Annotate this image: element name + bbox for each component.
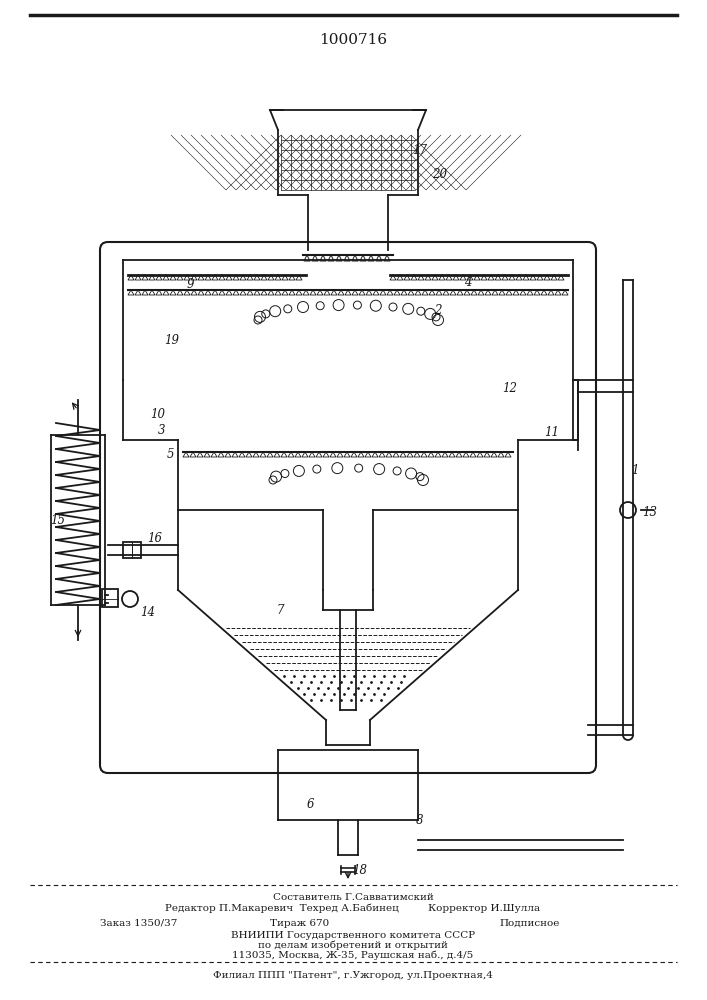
Text: 16: 16	[148, 532, 163, 544]
Text: 19: 19	[165, 334, 180, 347]
Text: Составитель Г.Савватимский: Составитель Г.Савватимский	[273, 892, 433, 902]
Text: 8: 8	[416, 814, 423, 826]
Text: ВНИИПИ Государственного комитета СССР: ВНИИПИ Государственного комитета СССР	[231, 930, 475, 940]
Text: Тираж 670: Тираж 670	[270, 918, 329, 928]
Text: 5: 5	[166, 448, 174, 462]
Text: 3: 3	[158, 424, 165, 436]
Text: по делам изобретений и открытий: по делам изобретений и открытий	[258, 940, 448, 950]
Circle shape	[620, 502, 636, 518]
Bar	[102, 589, 118, 607]
Text: 12: 12	[503, 381, 518, 394]
Text: 2: 2	[434, 304, 442, 316]
Text: 20: 20	[433, 168, 448, 182]
Text: 7: 7	[276, 603, 284, 616]
Text: 17: 17	[412, 143, 428, 156]
Text: 13: 13	[643, 506, 658, 518]
Text: Редактор П.Макаревич  Техред А.Бабинец         Корректор И.Шулла: Редактор П.Макаревич Техред А.Бабинец Ко…	[165, 903, 541, 913]
Text: 11: 11	[544, 426, 559, 438]
Text: 9: 9	[186, 278, 194, 292]
Text: 10: 10	[151, 408, 165, 422]
Text: 6: 6	[306, 798, 314, 812]
Text: 14: 14	[141, 605, 156, 618]
Text: Филиал ППП "Патент", г.Ужгород, ул.Проектная,4: Филиал ППП "Патент", г.Ужгород, ул.Проек…	[213, 970, 493, 980]
Text: 4: 4	[464, 275, 472, 288]
Text: 18: 18	[353, 863, 368, 876]
Text: Заказ 1350/37: Заказ 1350/37	[100, 918, 177, 928]
Text: 15: 15	[50, 514, 66, 526]
Bar	[123, 542, 141, 558]
Text: 1: 1	[631, 464, 638, 477]
Circle shape	[122, 591, 138, 607]
Text: 113035, Москва, Ж-35, Раушская наб., д.4/5: 113035, Москва, Ж-35, Раушская наб., д.4…	[233, 950, 474, 960]
Text: 1000716: 1000716	[319, 33, 387, 47]
Text: Подписное: Подписное	[500, 918, 560, 928]
